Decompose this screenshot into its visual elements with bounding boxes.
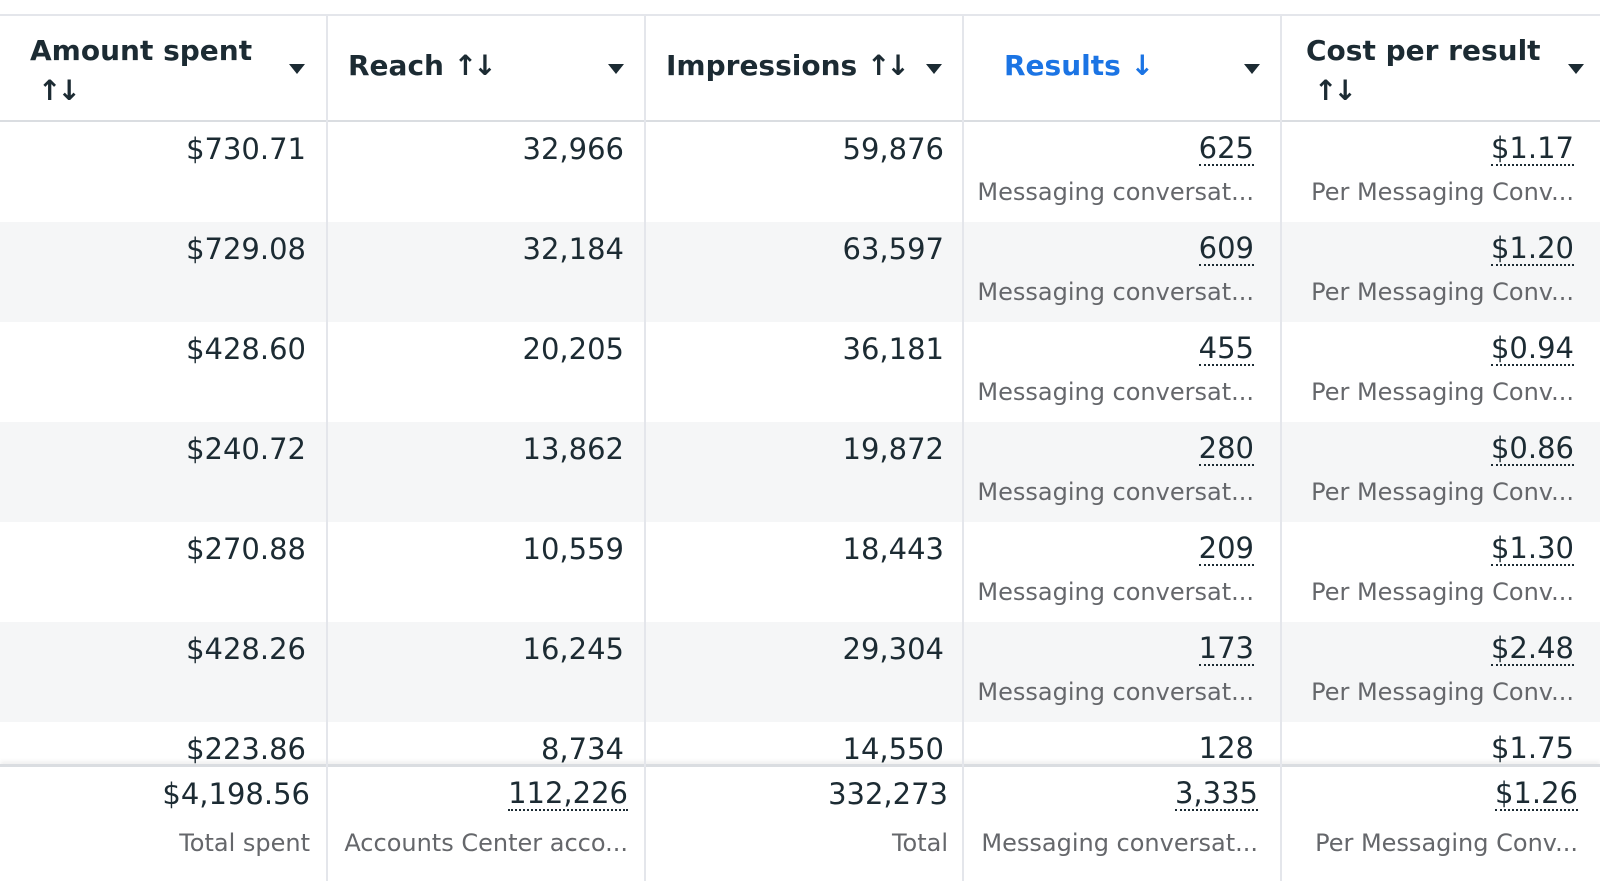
sort-arrows-icon[interactable]: ↑↓ — [38, 74, 81, 107]
table-top-border — [0, 0, 1600, 16]
chevron-down-icon[interactable] — [926, 64, 942, 74]
cell-reach: 8,734 — [540, 732, 624, 766]
cell-cost-per-result-sublabel: Per Messaging Conv... — [1311, 278, 1574, 306]
table-row: $240.72 13,862 19,872 280 Messaging conversa… — [0, 422, 1600, 522]
column-label-impressions: Impressions ↑↓ — [666, 49, 910, 82]
cell-cost-per-result-sublabel: Per Messaging Conv... — [1311, 478, 1574, 506]
column-label-amount-spent: Amount spent — [30, 34, 253, 67]
cell-results-sublabel: Messaging conversat... — [977, 278, 1254, 306]
cell-cost-per-result-sublabel: Per Messaging Conv... — [1311, 178, 1574, 206]
column-header-impressions[interactable]: Impressions ↑↓ — [646, 16, 962, 120]
cell-cost-per-result[interactable]: $0.86 — [1490, 431, 1574, 466]
cell-cost-per-result[interactable]: $2.48 — [1490, 631, 1574, 666]
cell-cost-per-result-sublabel: Per Messaging Conv... — [1311, 578, 1574, 606]
chevron-down-icon[interactable] — [1568, 64, 1584, 74]
cell-results[interactable]: 280 — [1198, 431, 1254, 466]
total-amount-spent: $4,198.56 — [162, 777, 310, 811]
column-divider — [1280, 16, 1282, 881]
chevron-down-icon[interactable] — [1244, 64, 1260, 74]
table-row: $428.60 20,205 36,181 455 Messaging conversa… — [0, 322, 1600, 422]
total-reach[interactable]: 112,226 — [508, 776, 628, 811]
column-label-results: Results ↓ — [1004, 49, 1155, 82]
cell-impressions: 63,597 — [842, 232, 944, 266]
column-header-amount-spent[interactable]: Amount spent ↑↓ — [0, 16, 326, 120]
cell-results-sublabel: Messaging conversat... — [977, 478, 1254, 506]
cell-cost-per-result[interactable]: $1.20 — [1490, 231, 1574, 266]
total-amount-spent-label: Total spent — [179, 829, 310, 857]
column-header-results[interactable]: Results ↓ — [964, 16, 1280, 120]
cell-impressions: 59,876 — [842, 132, 944, 166]
cell-results[interactable]: 625 — [1198, 131, 1254, 166]
cell-results[interactable]: 173 — [1198, 631, 1254, 666]
cell-reach: 32,184 — [522, 232, 624, 266]
column-divider — [326, 16, 328, 881]
cell-results-sublabel: Messaging conversat... — [977, 678, 1254, 706]
cell-reach: 16,245 — [522, 632, 624, 666]
cell-amount-spent: $428.60 — [186, 332, 306, 366]
column-divider — [962, 16, 964, 881]
total-cost-per-result[interactable]: $1.26 — [1494, 776, 1578, 811]
cell-results[interactable]: 209 — [1198, 531, 1254, 566]
table-row: $730.71 32,966 59,876 625 Messaging conversa… — [0, 122, 1600, 222]
cell-amount-spent: $729.08 — [186, 232, 306, 266]
table-header: Amount spent ↑↓ Reach ↑↓ Impressions ↑↓ … — [0, 16, 1600, 122]
cell-impressions: 18,443 — [842, 532, 944, 566]
sort-arrows-icon[interactable]: ↑↓ — [866, 49, 910, 82]
cell-reach: 13,862 — [522, 432, 624, 466]
cell-results-sublabel: Messaging conversat... — [977, 578, 1254, 606]
cell-impressions: 19,872 — [842, 432, 944, 466]
cell-results-sublabel: Messaging conversat... — [977, 178, 1254, 206]
cell-reach: 10,559 — [522, 532, 624, 566]
cell-cost-per-result-sublabel: Per Messaging Conv... — [1311, 378, 1574, 406]
cell-results[interactable]: 609 — [1198, 231, 1254, 266]
cell-impressions: 14,550 — [842, 732, 944, 766]
cell-results[interactable]: 455 — [1198, 331, 1254, 366]
cell-results[interactable]: 128 — [1198, 731, 1254, 766]
sort-arrows-icon[interactable]: ↑↓ — [1314, 74, 1357, 107]
cell-cost-per-result[interactable]: $0.94 — [1490, 331, 1574, 366]
cell-cost-per-result[interactable]: $1.75 — [1490, 731, 1574, 766]
cell-results-sublabel: Messaging conversat... — [977, 378, 1254, 406]
column-label-cost-per-result: Cost per result — [1306, 34, 1541, 67]
cell-cost-per-result[interactable]: $1.17 — [1490, 131, 1574, 166]
cell-impressions: 36,181 — [842, 332, 944, 366]
total-results[interactable]: 3,335 — [1174, 776, 1258, 811]
table-row: $270.88 10,559 18,443 209 Messaging conversa… — [0, 522, 1600, 622]
column-label-reach: Reach ↑↓ — [348, 49, 497, 82]
cell-amount-spent: $223.86 — [186, 732, 306, 766]
total-impressions: 332,273 — [828, 777, 948, 811]
sort-down-icon[interactable]: ↓ — [1130, 49, 1155, 82]
sort-arrows-icon[interactable]: ↑↓ — [453, 49, 497, 82]
table-row: $223.86 8,734 14,550 128 $1.75 — [0, 722, 1600, 822]
table-totals-row: $4,198.56 Total spent 112,226 Accounts C… — [0, 764, 1600, 881]
chevron-down-icon[interactable] — [289, 64, 305, 74]
cell-cost-per-result[interactable]: $1.30 — [1490, 531, 1574, 566]
column-header-cost-per-result[interactable]: Cost per result ↑↓ — [1282, 16, 1600, 120]
column-header-reach[interactable]: Reach ↑↓ — [328, 16, 644, 120]
table-row: $729.08 32,184 63,597 609 Messaging conversa… — [0, 222, 1600, 322]
column-divider — [644, 16, 646, 881]
cell-amount-spent: $240.72 — [186, 432, 306, 466]
cell-reach: 32,966 — [522, 132, 624, 166]
cell-cost-per-result-sublabel: Per Messaging Conv... — [1311, 678, 1574, 706]
chevron-down-icon[interactable] — [608, 64, 624, 74]
cell-amount-spent: $730.71 — [186, 132, 306, 166]
cell-amount-spent: $270.88 — [186, 532, 306, 566]
total-cost-per-result-label: Per Messaging Conv... — [1315, 829, 1578, 857]
total-results-label: Messaging conversat... — [981, 829, 1258, 857]
cell-amount-spent: $428.26 — [186, 632, 306, 666]
total-reach-label: Accounts Center acco... — [344, 829, 628, 857]
cell-reach: 20,205 — [522, 332, 624, 366]
cell-impressions: 29,304 — [842, 632, 944, 666]
total-impressions-label: Total — [891, 829, 948, 857]
table-row: $428.26 16,245 29,304 173 Messaging conversa… — [0, 622, 1600, 722]
